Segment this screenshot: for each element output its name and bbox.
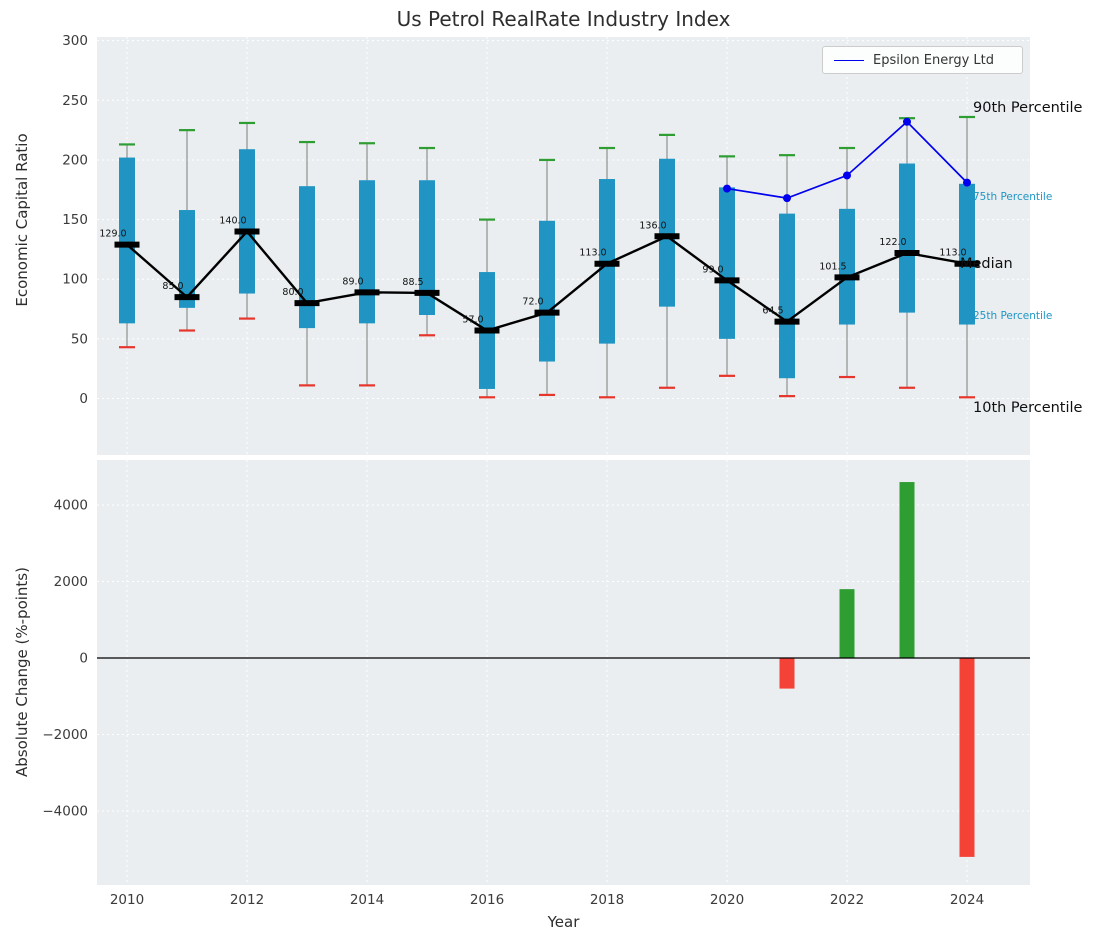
annotation-10th-percentile: 10th Percentile	[973, 400, 1083, 416]
x-tick-label: 2024	[950, 892, 984, 908]
x-tick-label: 2012	[230, 892, 264, 908]
iqr-box-2010	[119, 157, 135, 324]
median-value-label-2017: 72.0	[522, 297, 543, 308]
top-y-tick-label: 200	[62, 152, 88, 168]
iqr-box-2014	[359, 180, 375, 324]
iqr-box-2021	[779, 213, 795, 379]
change-bar-2024	[959, 658, 975, 857]
median-value-label-2022: 101.5	[819, 261, 846, 272]
bottom-plot-bg	[97, 460, 1030, 885]
legend-line-sample	[834, 59, 864, 61]
median-value-label-2015: 88.5	[402, 277, 423, 288]
iqr-box-2020	[719, 187, 735, 339]
top-y-tick-label: 50	[71, 331, 88, 347]
chart-title: Us Petrol RealRate Industry Index	[396, 7, 731, 31]
legend: Epsilon Energy Ltd	[822, 46, 1023, 74]
legend-label: Epsilon Energy Ltd	[873, 52, 995, 68]
top-y-tick-label: 0	[79, 391, 88, 407]
top-y-tick-label: 100	[62, 272, 88, 288]
iqr-box-2011	[179, 210, 195, 308]
median-value-label-2020: 99.0	[702, 264, 723, 275]
x-tick-label: 2014	[350, 892, 384, 908]
epsilon-point-2021	[783, 194, 791, 203]
x-tick-label: 2022	[830, 892, 864, 908]
median-value-label-2014: 89.0	[342, 276, 363, 287]
median-value-label-2018: 113.0	[579, 248, 606, 259]
annotation-25th-percentile: 25th Percentile	[973, 310, 1053, 322]
median-value-label-2019: 136.0	[639, 220, 666, 231]
bottom-y-tick-label: −4000	[42, 804, 88, 820]
bottom-y-tick-label: −2000	[42, 727, 88, 743]
median-value-label-2011: 85.0	[162, 281, 183, 292]
median-value-label-2023: 122.0	[879, 237, 906, 248]
median-value-label-2013: 80.0	[282, 287, 303, 298]
x-tick-label: 2016	[470, 892, 504, 908]
x-tick-label: 2018	[590, 892, 624, 908]
epsilon-point-2024	[963, 178, 971, 187]
bottom-y-tick-label: 4000	[54, 498, 88, 514]
iqr-box-2015	[419, 180, 435, 316]
x-tick-label: 2020	[710, 892, 744, 908]
top-y-tick-label: 150	[62, 212, 88, 228]
iqr-box-2022	[839, 208, 855, 325]
epsilon-point-2020	[723, 184, 731, 193]
top-y-tick-label: 250	[62, 93, 88, 109]
annotation-median: Median	[960, 256, 1013, 272]
change-bar-2022	[839, 589, 855, 658]
epsilon-point-2022	[843, 171, 851, 180]
median-value-label-2012: 140.0	[219, 216, 246, 227]
bottom-y-axis-label: Absolute Change (%-points)	[13, 567, 31, 777]
iqr-box-2013	[299, 186, 315, 329]
top-y-tick-label: 300	[62, 33, 88, 49]
epsilon-point-2023	[903, 117, 911, 126]
median-value-label-2024: 113.0	[939, 248, 966, 259]
annotation-75th-percentile: 75th Percentile	[973, 191, 1053, 203]
iqr-box-2024	[959, 183, 975, 325]
iqr-box-2019	[659, 158, 675, 307]
annotation-90th-percentile: 90th Percentile	[973, 100, 1083, 116]
iqr-box-2012	[239, 149, 255, 294]
top-y-axis-label: Economic Capital Ratio	[13, 133, 31, 307]
iqr-box-2017	[539, 220, 555, 362]
x-axis-label: Year	[547, 913, 580, 931]
median-value-label-2021: 64.5	[762, 306, 783, 317]
median-value-label-2010: 129.0	[99, 229, 126, 240]
bottom-y-tick-label: 2000	[54, 574, 88, 590]
median-value-label-2016: 57.0	[462, 315, 483, 326]
change-bar-2021	[779, 658, 795, 689]
change-bar-2023	[899, 482, 915, 658]
x-tick-label: 2010	[110, 892, 144, 908]
iqr-box-2023	[899, 163, 915, 313]
bottom-y-tick-label: 0	[79, 651, 88, 667]
